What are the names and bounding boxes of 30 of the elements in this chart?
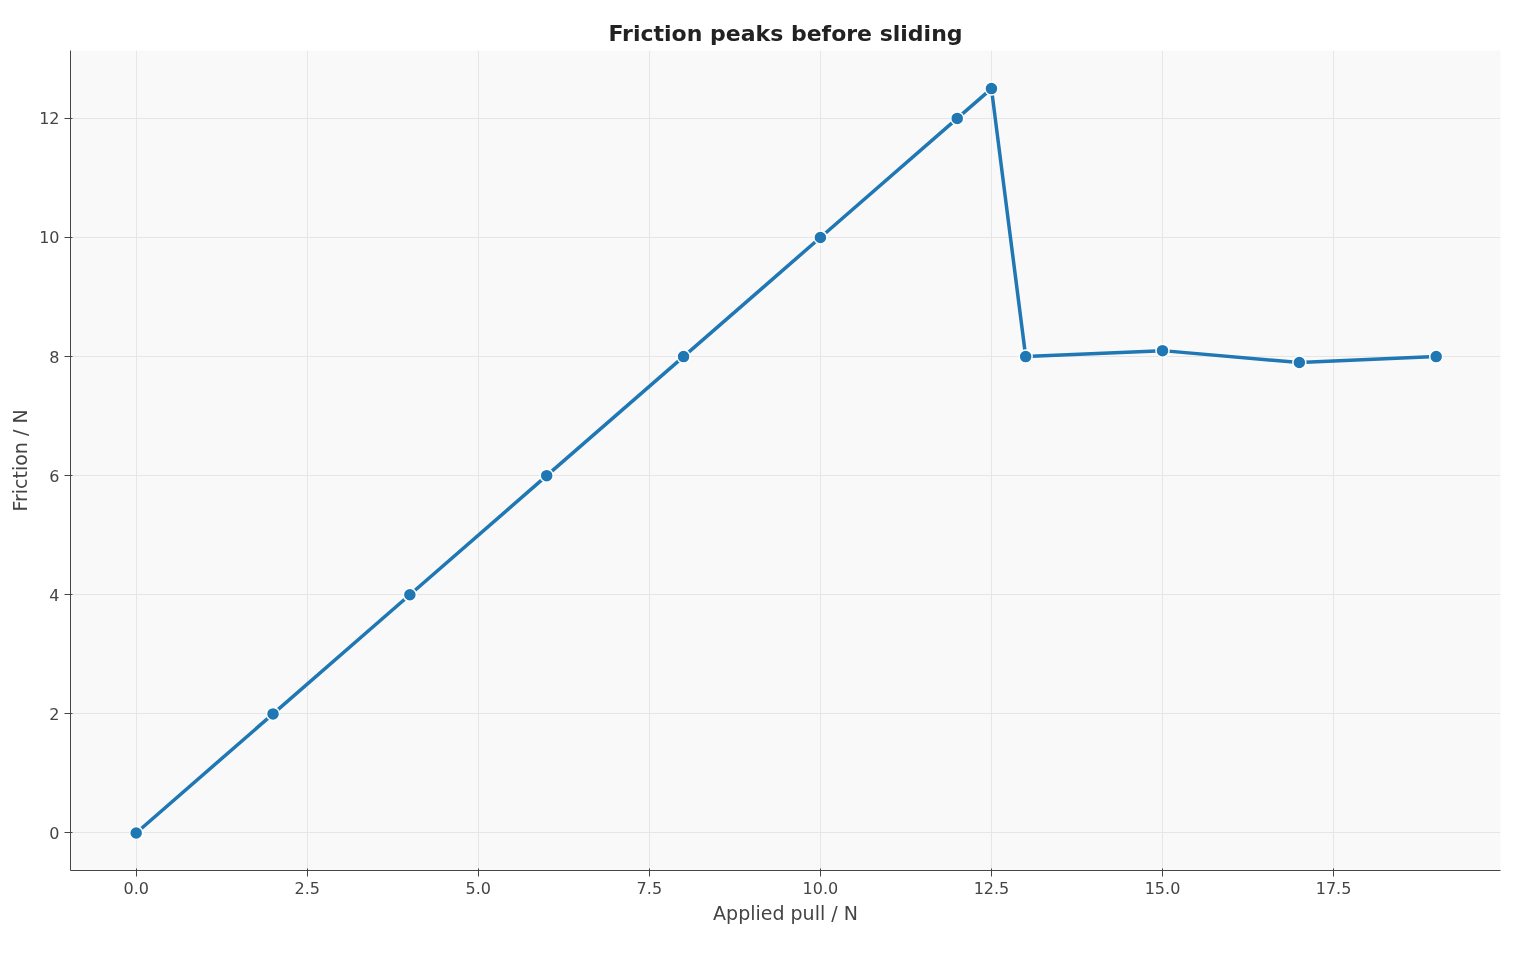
x-tick-label: 10.0 bbox=[802, 878, 839, 898]
x-tick-label: 2.5 bbox=[294, 878, 320, 898]
point bbox=[676, 349, 691, 364]
point bbox=[813, 230, 828, 245]
point bbox=[539, 468, 554, 483]
chart-title: Friction peaks before sliding bbox=[608, 20, 963, 46]
y-tick-label: 8 bbox=[49, 347, 60, 367]
point bbox=[984, 81, 999, 96]
y-axis-title: Friction / N bbox=[9, 409, 32, 512]
point bbox=[1428, 349, 1444, 364]
x-tick-label: 17.5 bbox=[1315, 878, 1352, 898]
y-tick-label: 6 bbox=[49, 466, 60, 486]
x-tick-label: 15.0 bbox=[1144, 878, 1181, 898]
x-tick-label: 7.5 bbox=[636, 878, 663, 898]
point bbox=[1155, 343, 1170, 358]
x-tick-label: 0.0 bbox=[123, 878, 149, 898]
point bbox=[265, 706, 281, 722]
point bbox=[949, 111, 965, 126]
point bbox=[128, 825, 144, 841]
point bbox=[1292, 355, 1307, 370]
y-tick-label: 10 bbox=[39, 228, 60, 248]
x-axis-title: Applied pull / N bbox=[713, 901, 858, 924]
y-tick-label: 4 bbox=[49, 585, 60, 605]
y-tick-label: 0 bbox=[49, 823, 60, 843]
point bbox=[402, 587, 418, 603]
x-tick-label: 5.0 bbox=[465, 878, 492, 898]
y-tick-label: 12 bbox=[39, 109, 60, 129]
y-tick-label: 2 bbox=[49, 704, 60, 724]
x-tick-label: 12.5 bbox=[973, 878, 1010, 898]
point bbox=[1018, 349, 1033, 364]
